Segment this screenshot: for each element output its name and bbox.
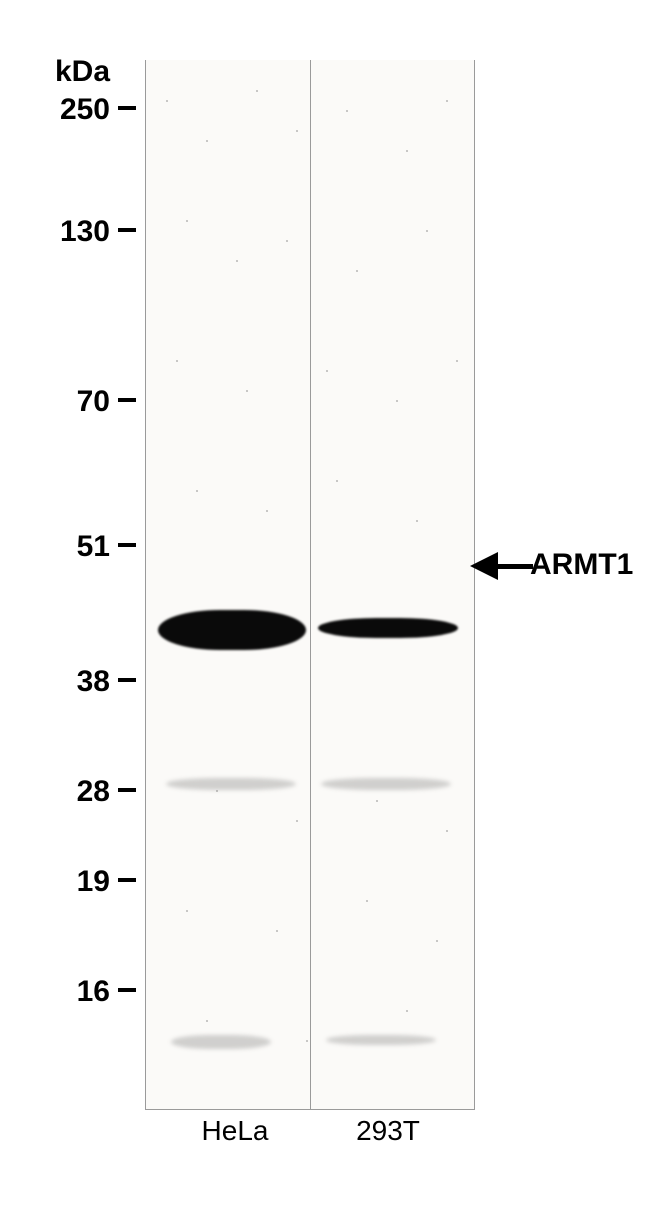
mw-tick-label: 250 [40,93,110,127]
mw-tick-label: 130 [40,215,110,249]
faint-band [171,1035,271,1049]
target-arrow-line [495,564,533,569]
blot-membrane [145,60,475,1110]
mw-tick-mark [118,878,136,882]
axis-unit-label: kDa [55,55,110,89]
target-arrow-head [470,552,498,580]
blot-noise-speck [396,400,398,402]
mw-tick-mark [118,988,136,992]
blot-noise-speck [356,270,358,272]
blot-noise-speck [426,230,428,232]
blot-noise-speck [276,930,278,932]
mw-tick-mark [118,398,136,402]
target-protein-label: ARMT1 [530,548,633,582]
mw-tick-label: 70 [40,385,110,419]
western-blot-figure: kDa ARMT1 250 130 70 51 38 28 19 16 HeLa 293T [0,0,650,1220]
blot-noise-speck [256,90,258,92]
blot-noise-speck [206,1020,208,1022]
mw-tick-mark [118,228,136,232]
lane-label: HeLa [165,1115,305,1147]
blot-noise-speck [446,100,448,102]
blot-noise-speck [266,510,268,512]
lane-divider [310,60,311,1109]
blot-noise-speck [166,100,168,102]
blot-noise-speck [446,830,448,832]
faint-band [326,1035,436,1045]
blot-noise-speck [246,390,248,392]
faint-band [321,778,451,790]
mw-tick-label: 51 [40,530,110,564]
blot-noise-speck [406,1010,408,1012]
blot-noise-speck [436,940,438,942]
blot-noise-speck [416,520,418,522]
blot-noise-speck [196,490,198,492]
mw-tick-label: 28 [40,775,110,809]
mw-tick-mark [118,678,136,682]
mw-tick-label: 38 [40,665,110,699]
blot-noise-speck [216,790,218,792]
blot-noise-speck [186,910,188,912]
blot-noise-speck [286,240,288,242]
mw-tick-label: 16 [40,975,110,1009]
blot-noise-speck [406,150,408,152]
mw-tick-mark [118,788,136,792]
blot-noise-speck [376,800,378,802]
faint-band [166,778,296,790]
blot-noise-speck [296,820,298,822]
blot-noise-speck [296,130,298,132]
protein-band [318,618,458,638]
blot-noise-speck [456,360,458,362]
blot-noise-speck [346,110,348,112]
blot-noise-speck [306,1040,308,1042]
protein-band [158,610,306,650]
mw-tick-mark [118,543,136,547]
blot-noise-speck [336,480,338,482]
blot-noise-speck [366,900,368,902]
blot-noise-speck [176,360,178,362]
blot-noise-speck [326,370,328,372]
blot-noise-speck [236,260,238,262]
mw-tick-mark [118,106,136,110]
lane-label: 293T [318,1115,458,1147]
blot-noise-speck [206,140,208,142]
mw-tick-label: 19 [40,865,110,899]
blot-noise-speck [186,220,188,222]
